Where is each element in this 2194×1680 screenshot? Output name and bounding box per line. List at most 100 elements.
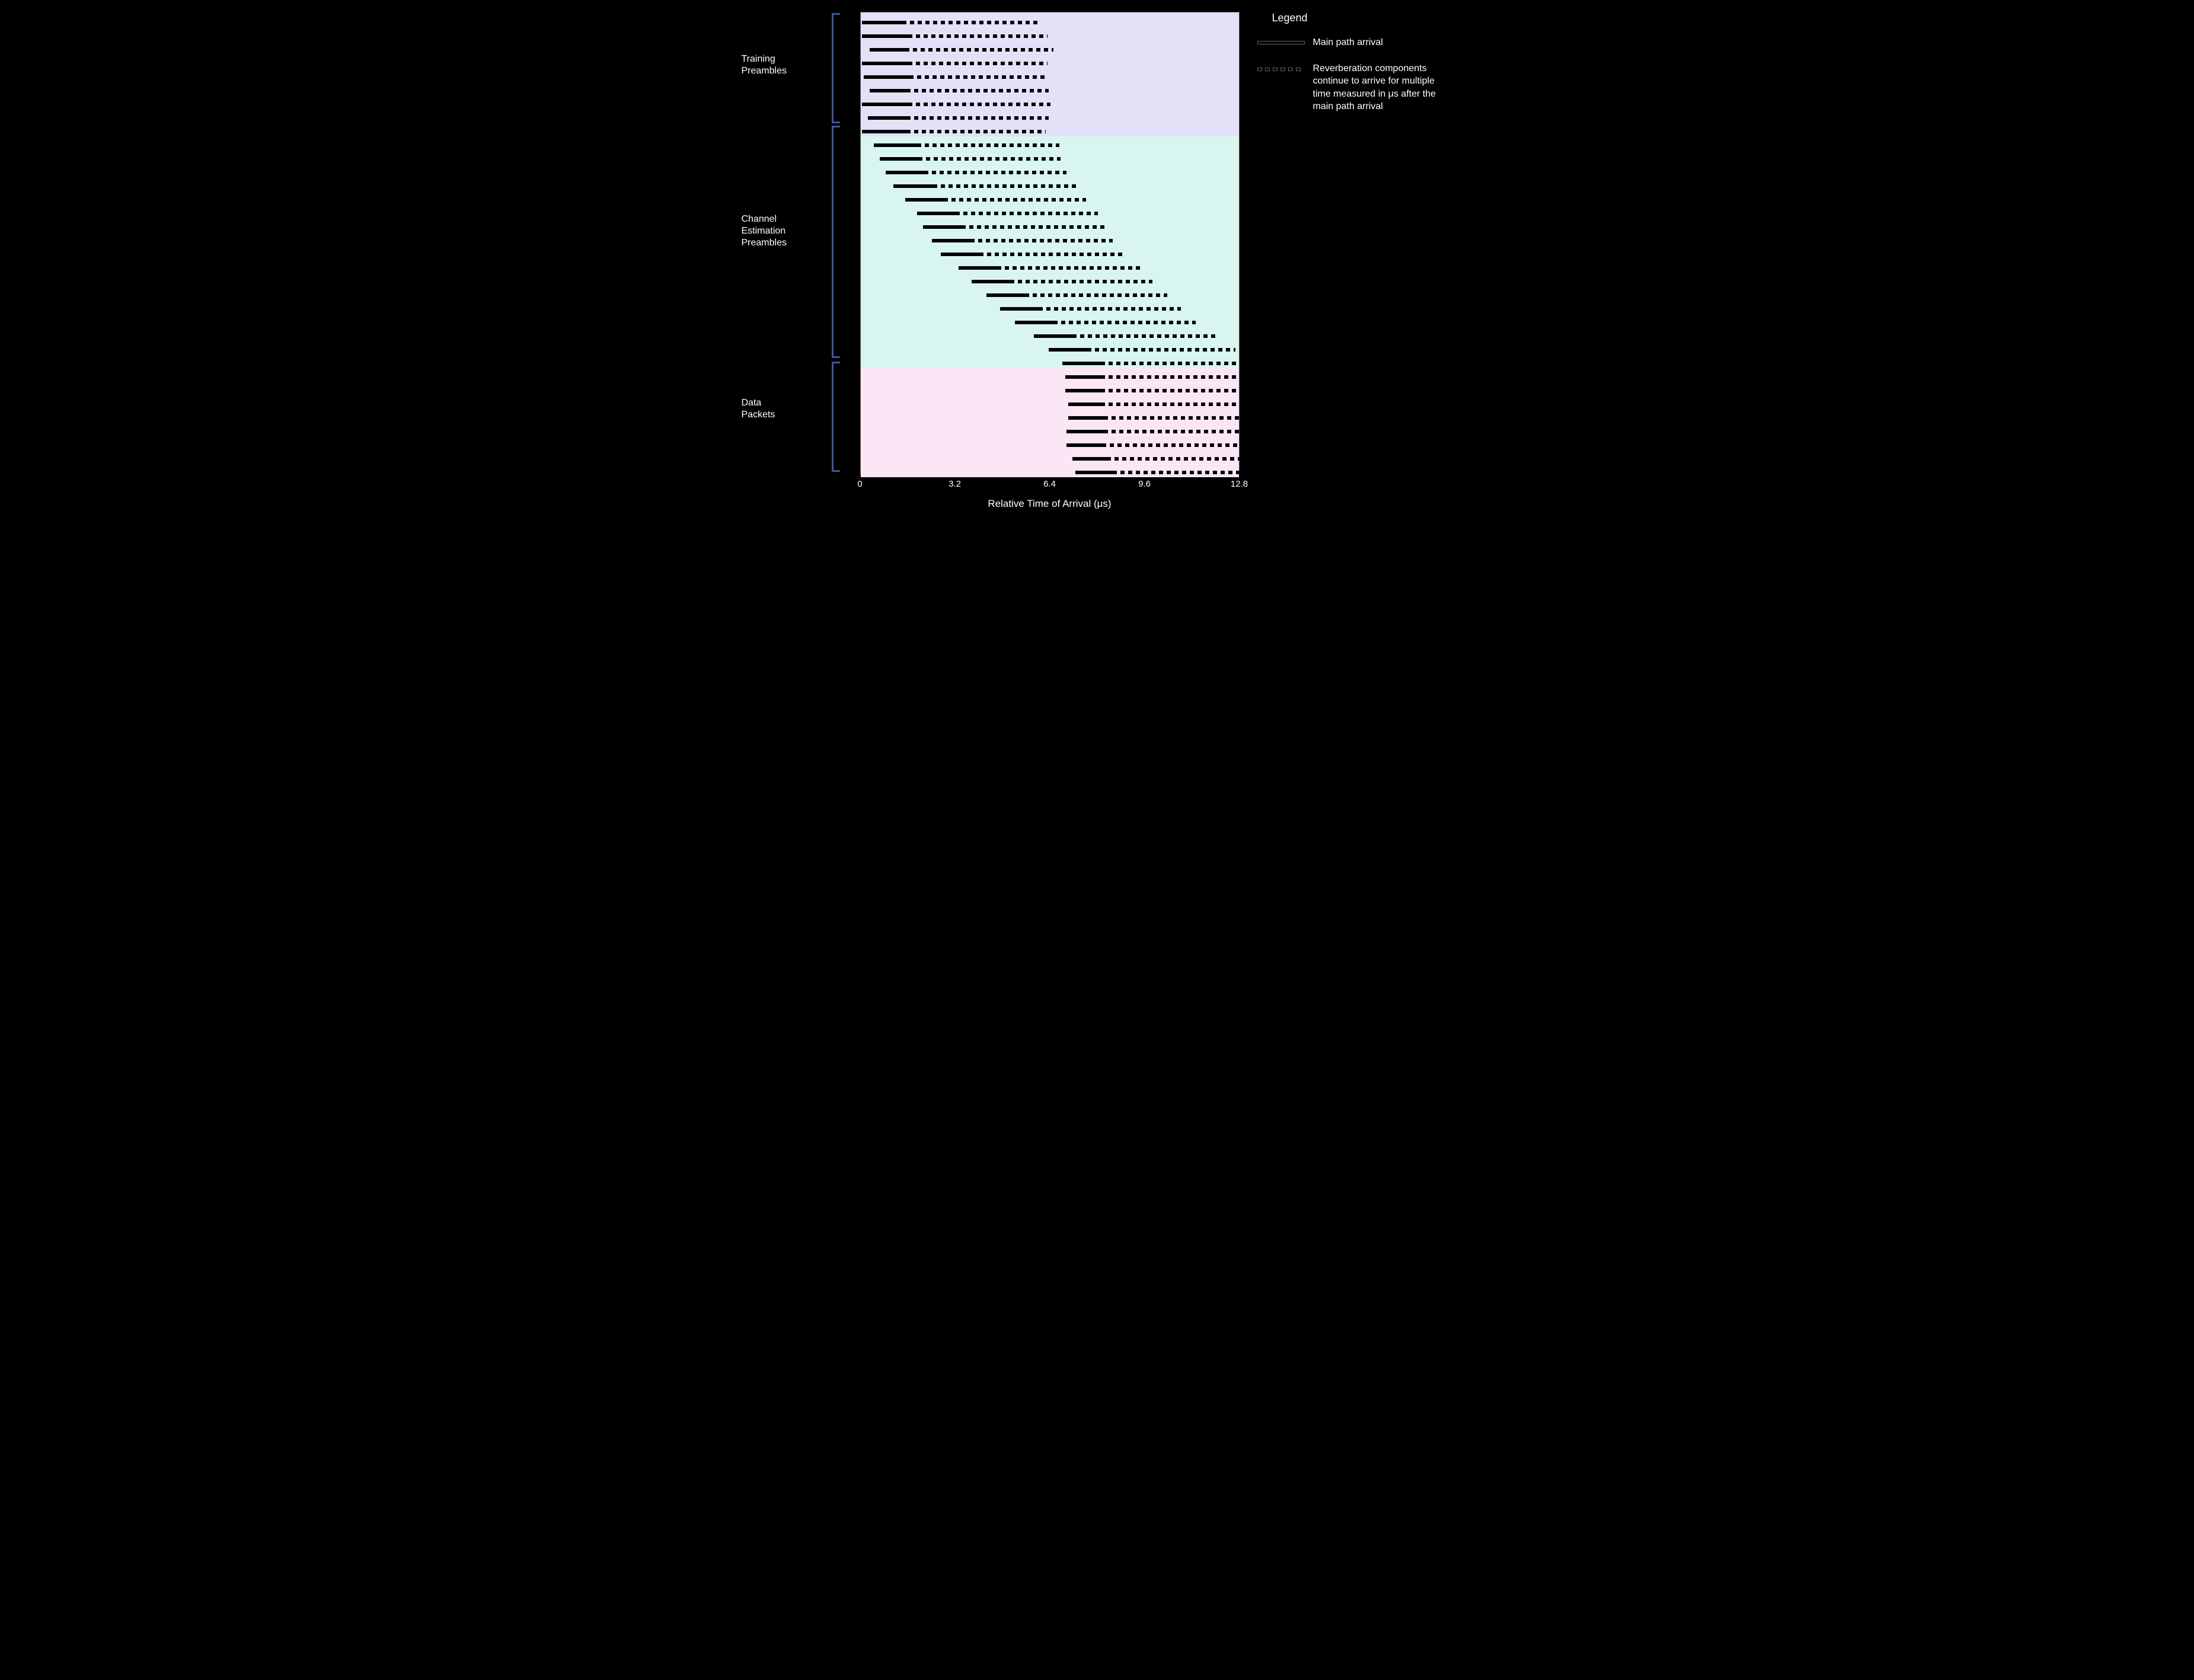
reverberation-bar	[905, 48, 1053, 52]
reverberation-bar	[1107, 457, 1240, 461]
bar-row	[861, 280, 1239, 283]
legend-text: Reverberation components continue to arr…	[1313, 62, 1453, 113]
reverberation-bar	[1101, 389, 1240, 392]
main-path-bar	[1065, 389, 1101, 392]
bar-row	[861, 143, 1239, 147]
bar-row	[861, 48, 1239, 52]
x-tick: 12.8	[1231, 479, 1248, 489]
bar-row	[861, 157, 1239, 161]
reverberation-bar	[1072, 334, 1218, 338]
main-path-bar	[893, 184, 934, 188]
bar-row	[861, 184, 1239, 188]
x-tick: 6.4	[1043, 479, 1056, 489]
bar-row	[861, 293, 1239, 297]
reverberation-bar	[908, 34, 1048, 38]
reverberation-bar	[970, 239, 1113, 242]
reverberation-bar	[933, 184, 1078, 188]
reverberation-bar	[944, 198, 1086, 202]
reverberation-bar	[1025, 293, 1167, 297]
legend-text: Main path arrival	[1313, 36, 1383, 49]
reverberation-bar	[1053, 321, 1196, 324]
legend-item: Main path arrival	[1257, 36, 1453, 49]
bar-row	[861, 430, 1239, 433]
main-path-bar	[862, 130, 906, 133]
reverberation-bar	[1104, 416, 1240, 420]
bar-row	[861, 171, 1239, 174]
reverberation-bar	[908, 62, 1048, 65]
reverberation-bar	[906, 130, 1046, 133]
main-path-bar	[1049, 348, 1087, 352]
channel-region-label: ChannelEstimationPreambles	[742, 213, 825, 249]
bar-row	[861, 130, 1239, 133]
reverberation-bar	[917, 143, 1059, 147]
bar-row	[861, 21, 1239, 24]
main-path-bar	[880, 157, 918, 161]
reverberation-bar	[1101, 375, 1240, 379]
reverberation-bar	[924, 171, 1066, 174]
reverberation-bar	[956, 212, 1098, 215]
figure-container: TrainingPreambles ChannelEstimationPreamb…	[742, 12, 1453, 557]
data-region	[861, 368, 1239, 477]
bar-row	[861, 266, 1239, 270]
x-tick: 9.6	[1138, 479, 1151, 489]
legend-title: Legend	[1257, 12, 1453, 24]
reverberation-bar	[908, 103, 1050, 106]
main-path-bar	[862, 103, 908, 106]
main-path-bar	[886, 171, 924, 174]
x-tick: 3.2	[949, 479, 961, 489]
reverberation-bar	[997, 266, 1142, 270]
reverberation-bar	[918, 157, 1061, 161]
legend-items: Main path arrival Reverberation component…	[1257, 36, 1453, 113]
main-path-bar	[917, 212, 956, 215]
main-path-bar	[862, 21, 902, 24]
reverberation-bar	[1087, 348, 1235, 352]
training-region-label: TrainingPreambles	[742, 53, 825, 77]
main-path-bar	[932, 239, 970, 242]
bar-row	[861, 403, 1239, 406]
plot-area	[860, 12, 1240, 474]
bar-row	[861, 321, 1239, 324]
data-region-bracket	[832, 362, 840, 472]
reverberation-bar	[906, 89, 1049, 92]
bar-row	[861, 348, 1239, 352]
bar-row	[861, 239, 1239, 242]
legend-swatch-dashed	[1257, 67, 1305, 71]
bar-row	[861, 457, 1239, 461]
main-path-bar	[1015, 321, 1053, 324]
bar-row	[861, 212, 1239, 215]
bar-row	[861, 362, 1239, 365]
training-region-bracket	[832, 13, 840, 123]
reverberation-bar	[1010, 280, 1152, 283]
reverberation-bar	[1101, 403, 1240, 406]
legend-item: Reverberation components continue to arr…	[1257, 62, 1453, 113]
main-path-bar	[870, 48, 905, 52]
reverberation-bar	[909, 75, 1046, 79]
main-path-bar	[1000, 307, 1039, 311]
main-path-bar	[1034, 334, 1072, 338]
x-tick: 0	[857, 479, 862, 489]
bar-row	[861, 103, 1239, 106]
bar-row	[861, 89, 1239, 92]
legend-swatch-solid	[1257, 41, 1305, 44]
main-path-bar	[1068, 403, 1101, 406]
main-path-bar	[1066, 443, 1102, 447]
main-path-bar	[923, 225, 962, 229]
main-path-bar	[1065, 375, 1101, 379]
reverberation-bar	[1101, 362, 1240, 365]
reverberation-bar	[1102, 443, 1240, 447]
main-path-bar	[864, 75, 910, 79]
reverberation-bar	[902, 21, 1039, 24]
reverberation-bar	[962, 225, 1107, 229]
legend: Legend Main path arrival Reverberation co…	[1257, 12, 1453, 126]
main-path-bar	[959, 266, 997, 270]
main-path-bar	[862, 34, 908, 38]
bar-row	[861, 198, 1239, 202]
bar-row	[861, 62, 1239, 65]
main-path-bar	[905, 198, 944, 202]
main-path-bar	[972, 280, 1010, 283]
bar-row	[861, 34, 1239, 38]
reverberation-bar	[1104, 430, 1240, 433]
reverberation-bar	[979, 253, 1125, 256]
main-path-bar	[1072, 457, 1107, 461]
bar-row	[861, 375, 1239, 379]
